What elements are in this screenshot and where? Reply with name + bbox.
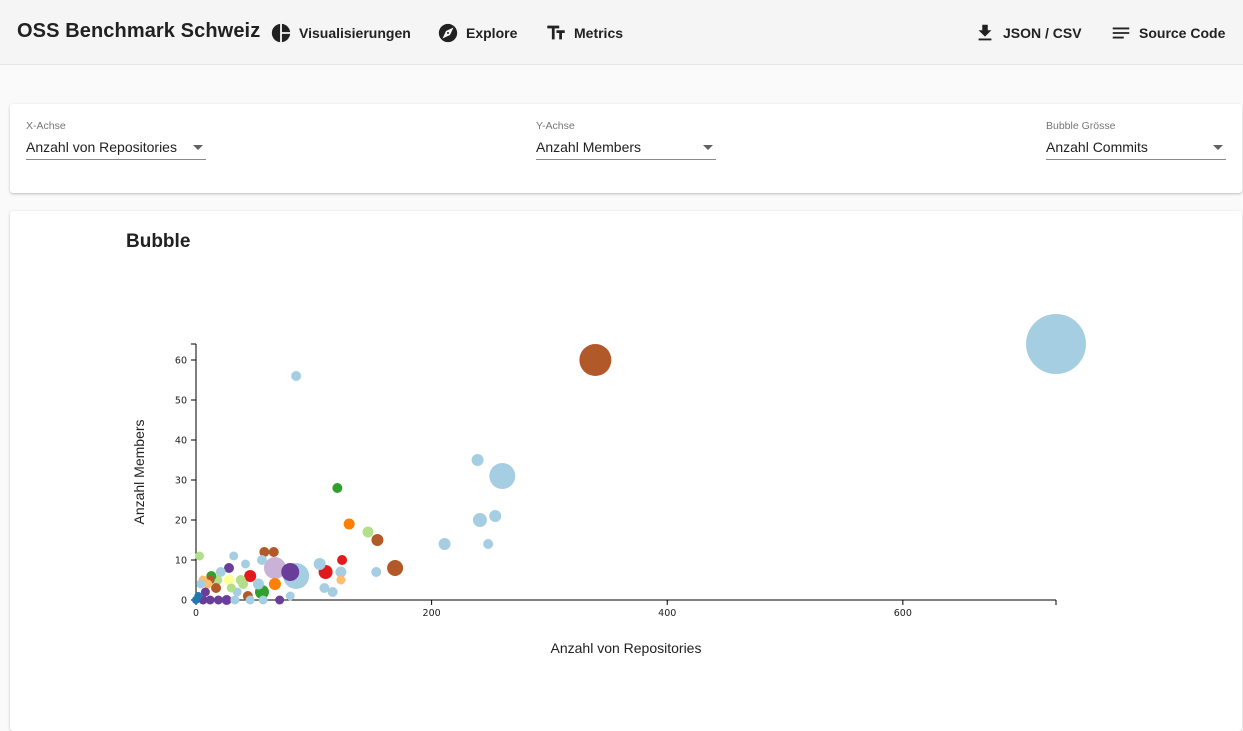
bubble-point	[371, 567, 382, 577]
bubble-point	[259, 547, 270, 557]
x-tick-label: 0	[193, 608, 199, 619]
bubble-point	[192, 596, 200, 604]
nav-label: Metrics	[574, 25, 624, 41]
chart-title: Bubble	[126, 231, 191, 252]
bubble-point	[238, 579, 249, 589]
bubble-point	[319, 583, 330, 593]
bubble-point	[205, 595, 215, 605]
dropdown-arrow-icon	[703, 145, 713, 150]
bubble-point	[223, 574, 235, 586]
bubble-size-select[interactable]: Bubble Grösse Anzahl Commits	[1046, 120, 1226, 160]
bubble-point	[244, 570, 257, 582]
bubble-point	[489, 463, 516, 489]
bubble-point	[240, 559, 250, 569]
chart-card	[10, 211, 1242, 731]
bubble-point	[213, 595, 223, 605]
bubble-point	[362, 526, 374, 538]
bubble-size-value: Anzahl Commits	[1046, 139, 1148, 155]
compass-icon	[437, 22, 459, 44]
bubble-point	[258, 595, 268, 605]
x-tick-label: 400	[658, 608, 676, 619]
y-tick-label: 10	[175, 556, 187, 567]
bubble-point	[256, 555, 267, 565]
bubble-point	[229, 551, 239, 561]
bubble-point	[215, 567, 226, 577]
bubble-size-label: Bubble Grösse	[1046, 120, 1116, 132]
pie-chart-icon	[270, 22, 292, 44]
x-axis-dropdown[interactable]: Anzahl von Repositories	[26, 137, 206, 160]
bubble-point	[223, 563, 234, 573]
y-tick-label: 60	[175, 356, 187, 367]
bubble-point	[230, 595, 240, 605]
bubble-point	[337, 555, 348, 565]
nav-visualisierungen[interactable]: Visualisierungen	[270, 22, 411, 44]
y-tick-label: 0	[181, 596, 187, 607]
bubble-point	[221, 595, 232, 605]
nav-label: Explore	[466, 25, 518, 41]
nav-explore[interactable]: Explore	[437, 22, 517, 44]
action-label: JSON / CSV	[1003, 25, 1082, 41]
dropdown-arrow-icon	[193, 145, 203, 150]
action-label: Source Code	[1139, 25, 1226, 41]
bubble-point	[313, 558, 326, 570]
x-axis-value: Anzahl von Repositories	[26, 139, 177, 155]
y-axis-title: Anzahl Members	[131, 419, 147, 524]
x-tick-label: 600	[894, 608, 912, 619]
y-tick-label: 50	[175, 396, 187, 407]
x-axis-select[interactable]: X-Achse Anzahl von Repositories	[26, 120, 206, 160]
download-icon	[974, 22, 996, 44]
text-fields-icon	[545, 22, 567, 44]
bubble-point	[343, 518, 355, 530]
y-axis-dropdown[interactable]: Anzahl Members	[536, 137, 716, 160]
bubble-point	[1026, 314, 1086, 374]
bubble-point	[285, 591, 295, 601]
notes-icon	[1110, 22, 1132, 44]
bubble-point	[371, 534, 384, 546]
bubble-point	[336, 575, 346, 585]
bubble-point	[483, 539, 494, 549]
y-tick-label: 30	[175, 476, 187, 487]
bubble-point	[275, 595, 285, 605]
bubble-point	[226, 583, 236, 593]
bubble-point	[263, 557, 286, 579]
bubble-point	[489, 510, 502, 522]
bubble-point	[200, 587, 210, 597]
bubble-point	[387, 560, 404, 576]
bubble-point	[438, 538, 451, 550]
x-axis-label: X-Achse	[26, 120, 66, 132]
bubble-point	[245, 595, 255, 605]
y-tick-label: 20	[175, 516, 187, 527]
bubble-point	[327, 587, 338, 597]
app-title[interactable]: OSS Benchmark Schweiz	[17, 20, 261, 42]
nav-label: Visualisierungen	[299, 25, 411, 41]
bubble-point	[291, 371, 302, 381]
bubble-point	[335, 566, 347, 578]
controls-card	[10, 104, 1242, 193]
y-axis-select[interactable]: Y-Achse Anzahl Members	[536, 120, 716, 160]
source-code-button[interactable]: Source Code	[1110, 22, 1225, 44]
nav-metrics[interactable]: Metrics	[545, 22, 623, 44]
bubble-point	[195, 551, 205, 561]
bubble-point	[332, 483, 343, 493]
y-tick-label: 40	[175, 436, 187, 447]
bubble-point	[196, 579, 206, 589]
app-bar: OSS Benchmark Schweiz Visualisierungen E…	[0, 0, 1243, 65]
bubble-point	[268, 547, 279, 557]
y-axis-value: Anzahl Members	[536, 139, 642, 155]
json-csv-button[interactable]: JSON / CSV	[974, 22, 1082, 44]
y-axis-label: Y-Achse	[536, 120, 575, 132]
bubble-point	[471, 454, 484, 466]
bubble-point	[472, 513, 487, 527]
bubble-point	[579, 344, 612, 376]
bubble-point	[211, 583, 222, 593]
bubble-point	[268, 578, 281, 590]
dropdown-arrow-icon	[1213, 145, 1223, 150]
x-axis-title: Anzahl von Repositories	[551, 640, 702, 656]
bubble-point	[281, 563, 300, 581]
bubble-point	[252, 578, 264, 590]
bubble-size-dropdown[interactable]: Anzahl Commits	[1046, 137, 1226, 160]
x-tick-label: 200	[423, 608, 441, 619]
